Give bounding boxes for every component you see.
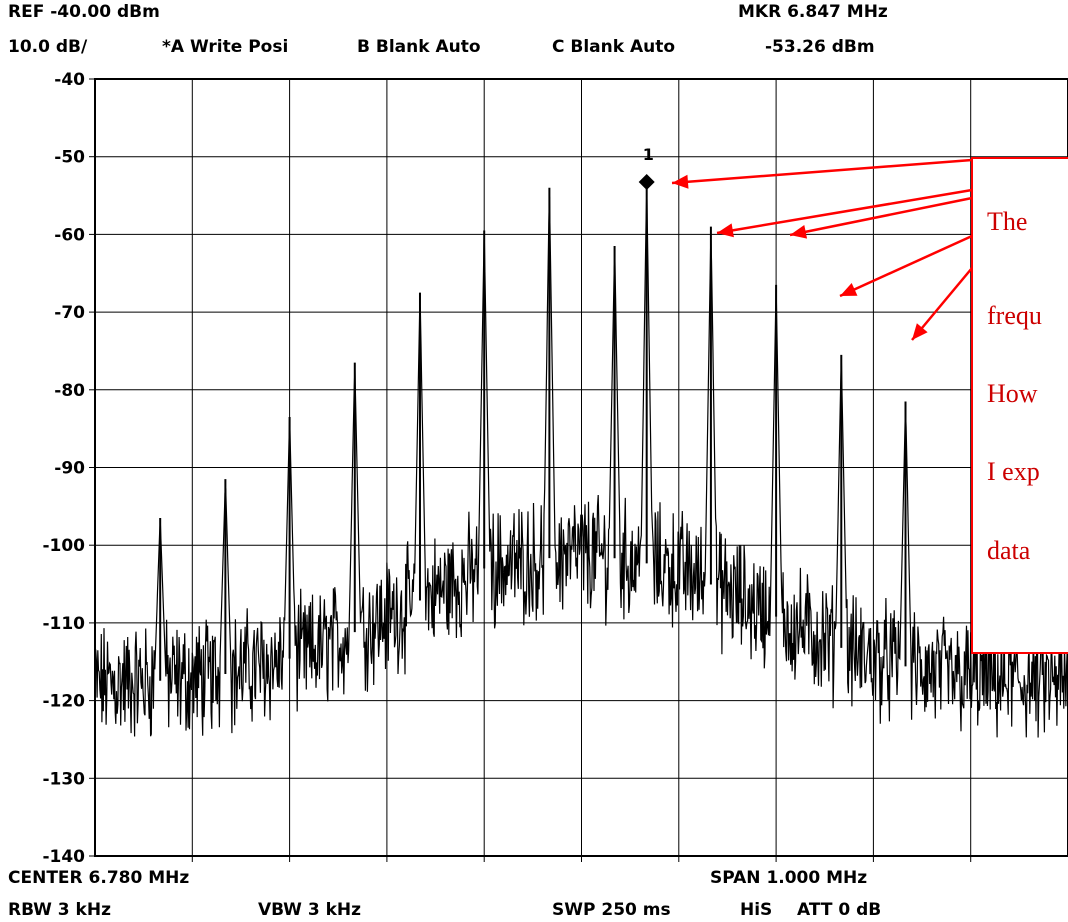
trace-a — [95, 182, 1068, 738]
ref-level: REF -40.00 dBm — [8, 2, 160, 22]
y-tick-label: -100 — [42, 536, 85, 556]
y-tick-label: -140 — [42, 847, 85, 867]
annotation-box: The frequ How I exp data — [971, 157, 1068, 654]
marker-label: 1 — [643, 145, 654, 164]
marker-1: 1 — [638, 145, 655, 191]
y-tick-label: -130 — [42, 769, 85, 789]
annotation-line-2: frequ — [987, 301, 1042, 330]
trace-b-mode: B Blank Auto — [357, 37, 481, 57]
marker-frequency: MKR 6.847 MHz — [738, 2, 888, 22]
annotation-arrow-line — [789, 196, 973, 237]
annotation-line-1: The — [987, 207, 1028, 236]
y-tick-label: -120 — [42, 692, 85, 712]
rbw: RBW 3 kHz — [8, 900, 111, 920]
annotation-arrow-head — [717, 223, 734, 238]
marker-diamond — [638, 174, 655, 191]
scale-per-div: 10.0 dB/ — [8, 37, 88, 57]
annotation-line-3: How — [987, 379, 1038, 408]
y-tick-labels: -40 -50 -60 -70 -80 -90 -100 -110 -120 -130 -140 — [42, 70, 85, 867]
vbw: VBW 3 kHz — [258, 900, 362, 920]
annotation-arrow-line — [839, 234, 973, 298]
his: HiS — [740, 900, 773, 920]
annotation-arrow-head — [672, 174, 689, 189]
y-tick-label: -40 — [54, 70, 85, 90]
annotation-line-4: I exp — [987, 457, 1040, 486]
annotation-arrows — [671, 158, 973, 341]
trace-c-mode: C Blank Auto — [552, 37, 676, 57]
y-tick-label: -50 — [54, 148, 85, 168]
center-frequency: CENTER 6.780 MHz — [8, 868, 190, 888]
y-tick-label: -70 — [54, 303, 85, 323]
span: SPAN 1.000 MHz — [710, 868, 868, 888]
y-tick-label: -90 — [54, 459, 85, 479]
annotation-arrow-line — [671, 158, 973, 185]
sweep-time: SWP 250 ms — [552, 900, 671, 920]
attenuation: ATT 0 dB — [797, 900, 882, 920]
y-tick-label: -60 — [54, 225, 85, 245]
annotation-arrow-line — [716, 188, 973, 235]
annotation-line-5: data — [987, 536, 1031, 565]
marker-level: -53.26 dBm — [765, 37, 875, 57]
y-tick-label: -80 — [54, 381, 85, 401]
y-tick-label: -110 — [42, 614, 85, 634]
annotation-arrow-head — [790, 224, 808, 239]
trace-a-mode: *A Write Posi — [162, 37, 289, 57]
annotation-arrow-head — [912, 323, 928, 340]
annotation-arrow-head — [840, 283, 858, 296]
